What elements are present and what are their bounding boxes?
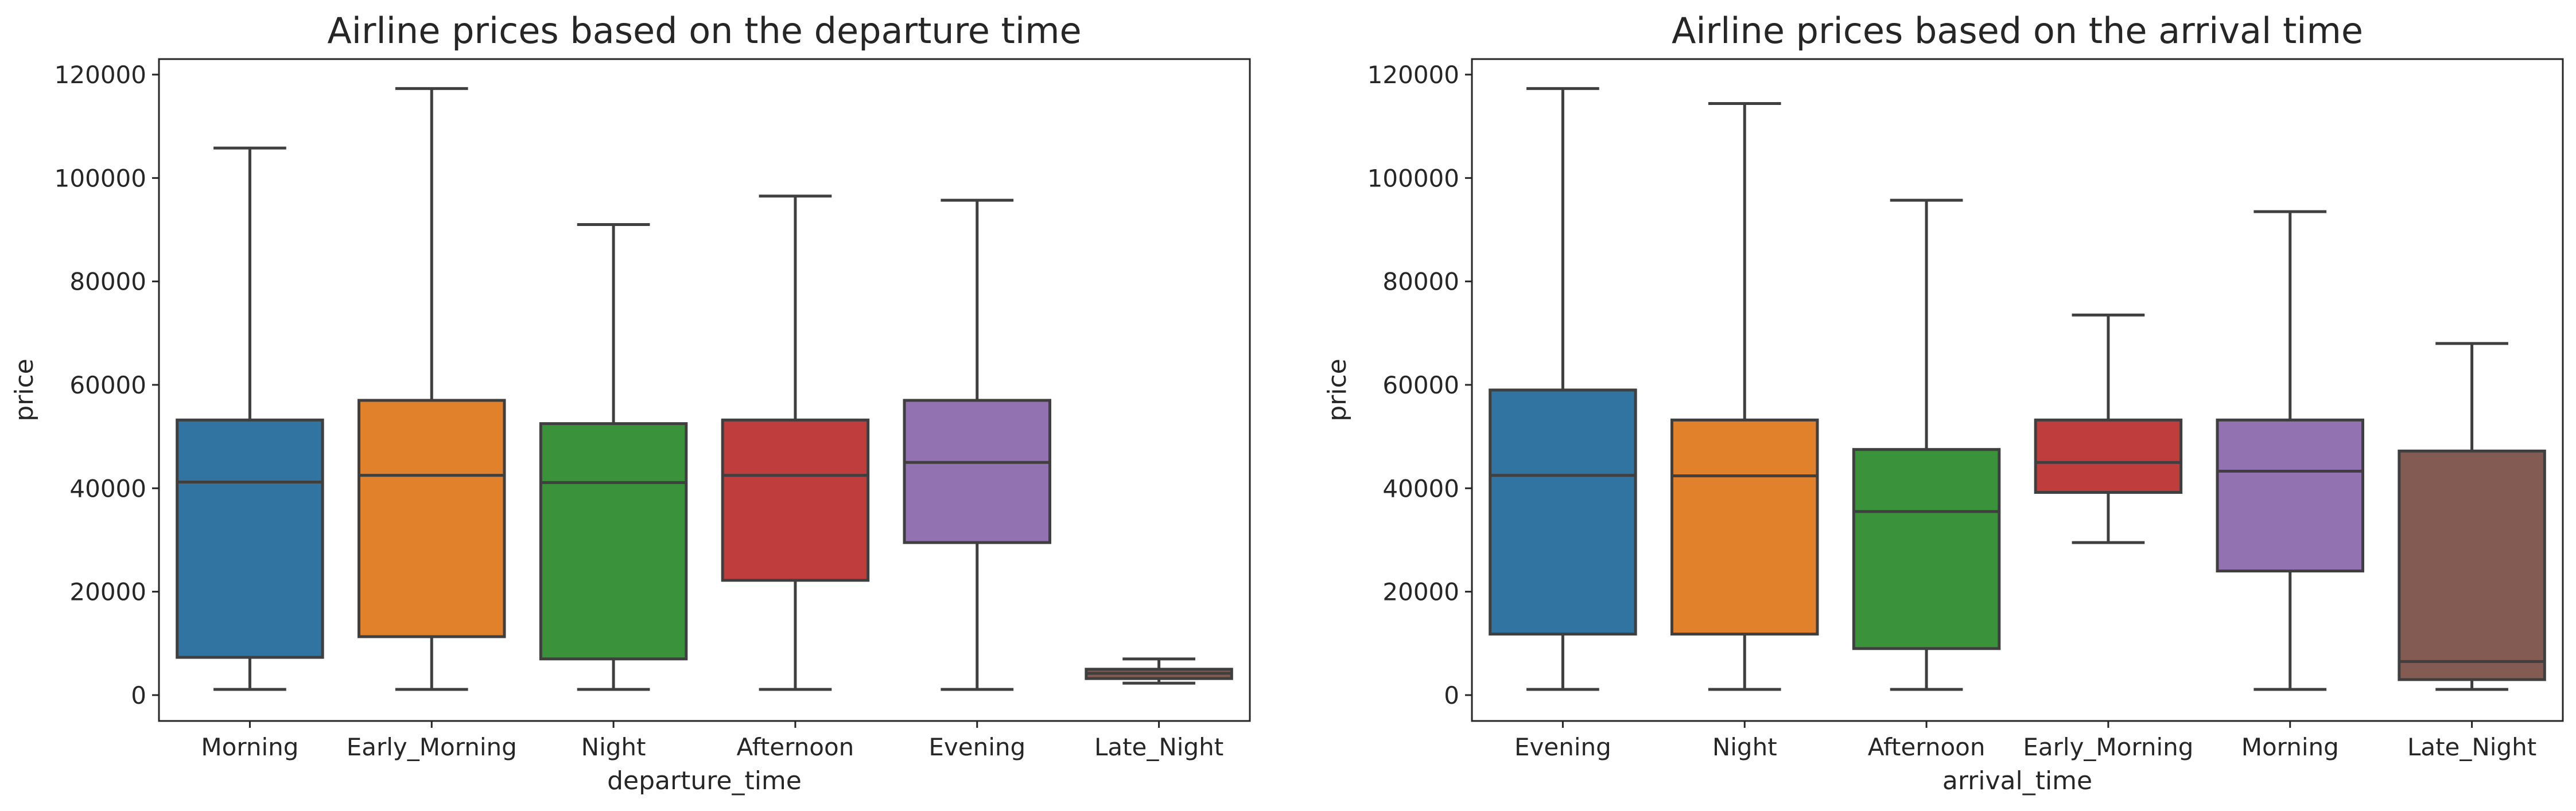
box-night xyxy=(1670,102,1819,691)
iqr-box xyxy=(2034,418,2183,494)
y-tick-label: 20000 xyxy=(1382,578,1459,606)
x-axis-label: departure_time xyxy=(607,766,802,796)
iqr-box xyxy=(721,418,870,582)
chart-panel-2: 0 20000 40000 60000 80000 100000 120000 Evening… xyxy=(1323,10,2564,796)
y-tick-label: 100000 xyxy=(1367,164,1459,192)
y-tick-label: 120000 xyxy=(1367,61,1459,89)
y-tick-label: 60000 xyxy=(69,371,146,399)
box-evening xyxy=(1489,87,1637,691)
y-tick-label: 0 xyxy=(1444,681,1459,709)
iqr-box xyxy=(1489,388,1637,636)
box-early-morning xyxy=(2034,313,2183,544)
iqr-box xyxy=(1670,418,1819,636)
box-morning xyxy=(176,146,324,691)
y-axis-label: price xyxy=(1323,358,1352,422)
x-tick-label: Night xyxy=(1712,733,1777,761)
x-tick-label: Late_Night xyxy=(2407,733,2536,761)
x-tick-label: Morning xyxy=(201,733,298,761)
y-axis-label: price xyxy=(10,358,39,422)
x-tick-label: Afternoon xyxy=(737,733,854,761)
iqr-box xyxy=(176,418,324,659)
box-evening xyxy=(903,198,1051,691)
x-tick-label: Night xyxy=(581,733,646,761)
chart-title: Airline prices based on the departure ti… xyxy=(327,10,1081,52)
y-tick-label: 40000 xyxy=(1382,474,1459,502)
y-tick-label: 100000 xyxy=(55,164,146,192)
chart-title: Airline prices based on the arrival time xyxy=(1672,10,2363,52)
y-tick-label: 40000 xyxy=(69,474,146,502)
iqr-box xyxy=(539,422,688,661)
box-afternoon xyxy=(721,194,870,691)
chart-panel-1: 0 20000 40000 60000 80000 100000 120000 Morning… xyxy=(10,10,1251,796)
x-tick-label: Late_Night xyxy=(1094,733,1223,761)
y-tick-label: 80000 xyxy=(1382,268,1459,296)
iqr-box xyxy=(2398,449,2546,681)
x-tick-label: Evening xyxy=(928,733,1025,761)
box-night xyxy=(539,223,688,691)
axes-frame xyxy=(1471,58,2564,722)
iqr-box xyxy=(903,399,1051,544)
iqr-box xyxy=(1852,448,2001,650)
iqr-box xyxy=(358,399,506,638)
box-afternoon xyxy=(1852,198,2001,691)
x-tick-label: Evening xyxy=(1514,733,1611,761)
y-tick-label: 20000 xyxy=(69,578,146,606)
y-tick-label: 60000 xyxy=(1382,371,1459,399)
box-late-night xyxy=(1085,657,1233,685)
axes-frame xyxy=(158,58,1251,722)
y-tick-label: 80000 xyxy=(69,268,146,296)
y-tick-label: 120000 xyxy=(55,61,146,89)
x-axis-label: arrival_time xyxy=(1942,766,2092,796)
x-tick-label: Morning xyxy=(2241,733,2339,761)
x-tick-label: Afternoon xyxy=(1868,733,1986,761)
x-tick-label: Early_Morning xyxy=(2023,733,2193,761)
x-tick-label: Early_Morning xyxy=(347,733,517,761)
iqr-box xyxy=(2216,418,2364,573)
box-morning xyxy=(2216,210,2364,691)
box-early-morning xyxy=(358,87,506,691)
y-tick-label: 0 xyxy=(131,681,146,709)
box-late-night xyxy=(2398,342,2546,691)
